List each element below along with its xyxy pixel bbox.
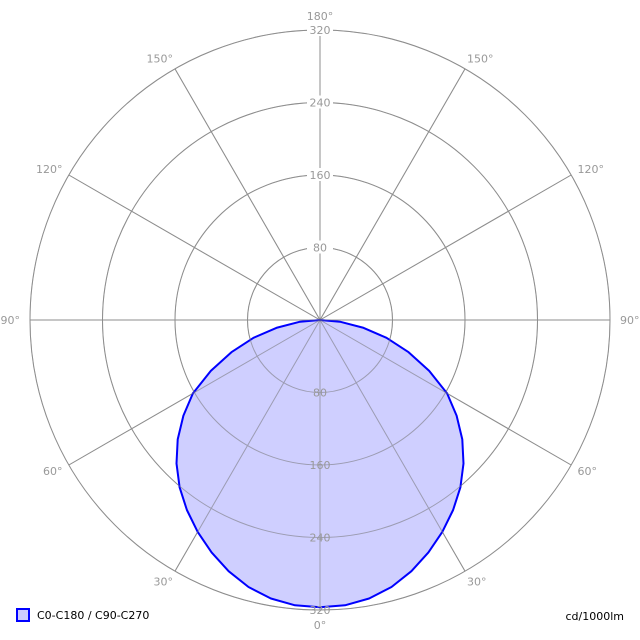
unit-label: cd/1000lm xyxy=(565,610,624,623)
radial-tick-label: 320 xyxy=(310,604,331,617)
radial-tick-label: 80 xyxy=(313,242,327,255)
grid-spoke-overlay xyxy=(319,174,572,321)
series-curve xyxy=(29,29,611,611)
grid-spoke-overlay xyxy=(68,174,321,321)
legend-label: C0-C180 / C90-C270 xyxy=(37,608,150,622)
radial-label-bg xyxy=(307,168,333,181)
angle-tick-label: 120° xyxy=(36,163,63,176)
radial-tick-label: 160 xyxy=(310,459,331,472)
grid-spoke-overlay xyxy=(68,319,321,466)
angle-tick-label: 60° xyxy=(578,465,598,478)
grid-spoke-overlay xyxy=(174,68,321,321)
angle-tick-label: 60° xyxy=(43,465,63,478)
angle-tick-label: 0° xyxy=(314,619,327,632)
radial-tick-label: 160 xyxy=(310,169,331,182)
tick-labels: 80 80 160 160 240 240 320 320 0° 30° 30° 60° 60° 90° 9… xyxy=(1,10,640,632)
radial-label-bg xyxy=(307,23,333,36)
radial-tick-label: 240 xyxy=(310,97,331,110)
legend-swatch xyxy=(16,608,30,622)
angle-tick-label: 90° xyxy=(620,314,640,327)
grid-spoke-overlay xyxy=(174,319,321,572)
angle-tick-label: 120° xyxy=(578,163,605,176)
grid-overlay xyxy=(29,29,611,611)
grid-spoke-overlay xyxy=(319,68,466,321)
angle-tick-label: 90° xyxy=(1,314,21,327)
angle-tick-label: 150° xyxy=(147,52,174,65)
angle-tick-label: 30° xyxy=(467,576,487,589)
legend: C0-C180 / C90-C270 xyxy=(16,608,149,622)
radial-label-bg xyxy=(307,95,333,109)
angle-tick-label: 30° xyxy=(154,576,174,589)
grid-spoke-overlay xyxy=(319,319,572,466)
radial-label-bg xyxy=(307,240,333,254)
radial-tick-label: 320 xyxy=(310,24,331,37)
grid-spoke-overlay xyxy=(319,319,466,572)
radial-tick-label: 80 xyxy=(313,387,327,400)
radial-tick-label: 240 xyxy=(310,532,331,545)
angle-tick-label: 180° xyxy=(307,10,334,23)
angle-tick-label: 150° xyxy=(467,52,494,65)
